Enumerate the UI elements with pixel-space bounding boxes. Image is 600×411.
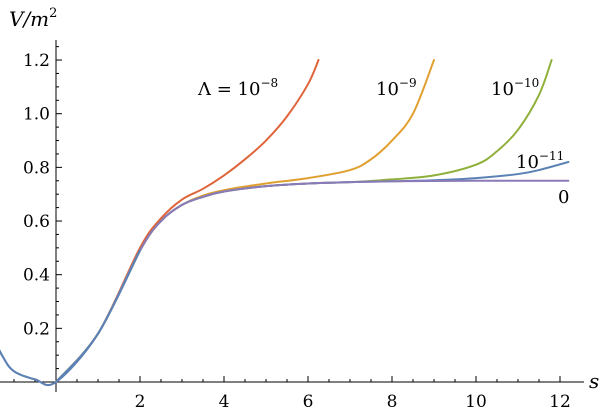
x-tick-label: 8 (387, 392, 398, 411)
axes (0, 40, 584, 392)
x-tick-label: 10 (465, 392, 487, 411)
y-tick-label: 1.2 (23, 51, 50, 71)
series-layer (0, 59, 570, 387)
x-tick-label: 12 (549, 392, 571, 411)
series-label-3: 10−11 (516, 149, 564, 173)
x-tick-label: 2 (135, 392, 146, 411)
series-label-1: 10−9 (376, 76, 417, 100)
series-label-4: 0 (558, 187, 569, 208)
series-line-1 (55, 59, 435, 383)
y-tick-label: 0.6 (23, 212, 50, 232)
series-line-5 (0, 249, 141, 387)
series-line-0 (55, 59, 320, 383)
series-label-2: 10−10 (491, 76, 539, 100)
x-tick-label: 6 (303, 392, 314, 411)
series-line-4 (0, 179, 570, 387)
series-labels: Λ = 10−8 10−9 10−10 10−11 0 (197, 76, 569, 208)
y-tick-label: 0.2 (23, 319, 50, 339)
tick-labels: 2 4 6 8 10 12 0.2 0.4 0.6 0.8 1.0 1.2 (23, 51, 571, 411)
series-line-3 (55, 160, 570, 383)
x-axis-title: s (589, 369, 599, 393)
x-tick-label: 4 (219, 392, 230, 411)
y-tick-label: 1.0 (23, 105, 50, 125)
y-axis-title: V/m2 (9, 6, 57, 31)
axis-titles: V/m2 s (9, 6, 599, 393)
y-tick-label: 0.8 (23, 158, 50, 178)
y-tick-label: 0.4 (23, 266, 50, 286)
series-line-2 (55, 59, 553, 383)
series-label-0: Λ = 10−8 (197, 76, 278, 100)
